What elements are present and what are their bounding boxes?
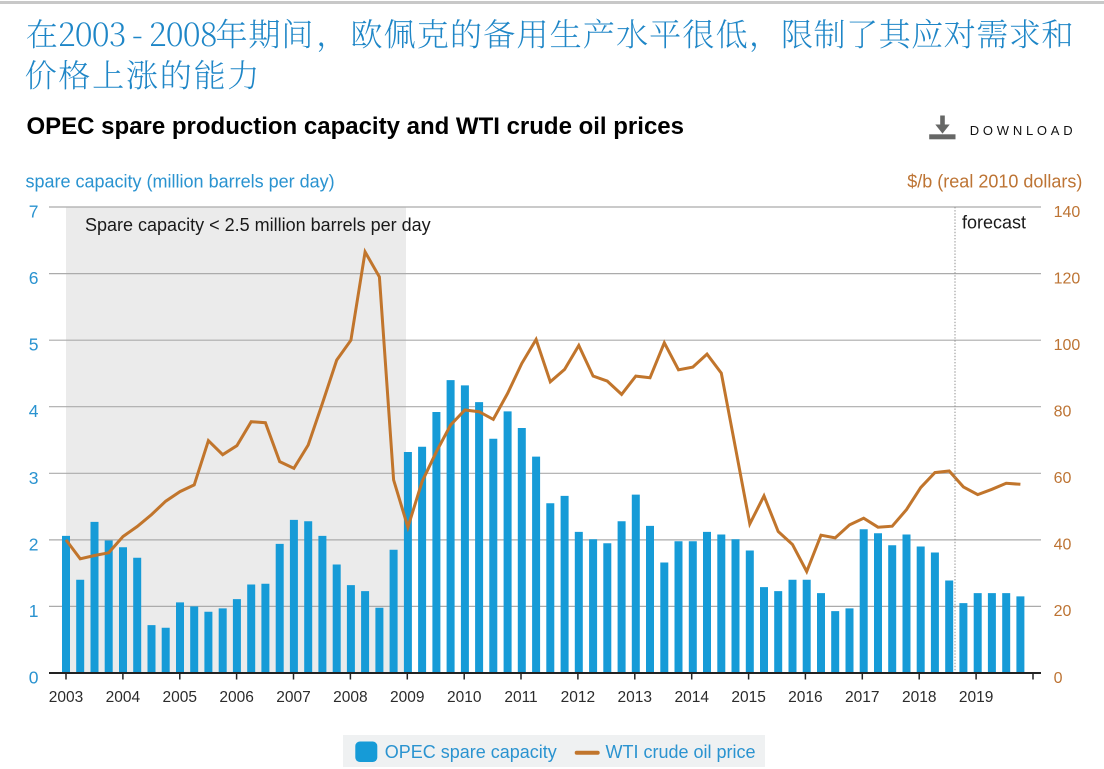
svg-text:6: 6 xyxy=(29,268,39,288)
svg-text:60: 60 xyxy=(1054,470,1072,487)
svg-text:1: 1 xyxy=(29,601,39,621)
svg-text:0: 0 xyxy=(1054,670,1063,687)
svg-text:2004: 2004 xyxy=(106,689,141,706)
svg-text:2016: 2016 xyxy=(788,689,822,706)
svg-text:4: 4 xyxy=(29,401,39,421)
svg-text:2: 2 xyxy=(29,534,39,554)
svg-text:7: 7 xyxy=(29,202,39,222)
svg-text:2013: 2013 xyxy=(618,689,652,706)
svg-text:2014: 2014 xyxy=(674,689,709,706)
svg-text:2019: 2019 xyxy=(959,689,993,706)
svg-text:Spare capacity < 2.5 million b: Spare capacity < 2.5 million barrels per… xyxy=(85,215,431,235)
svg-text:3: 3 xyxy=(29,468,39,488)
svg-text:140: 140 xyxy=(1054,204,1081,221)
svg-text:40: 40 xyxy=(1054,537,1072,554)
svg-text:2017: 2017 xyxy=(845,689,879,706)
svg-text:5: 5 xyxy=(29,335,39,355)
svg-text:OPEC spare capacity: OPEC spare capacity xyxy=(385,742,557,762)
svg-text:DOWNLOAD: DOWNLOAD xyxy=(970,123,1077,138)
svg-text:2005: 2005 xyxy=(163,689,197,706)
svg-text:2015: 2015 xyxy=(731,689,765,706)
svg-text:2012: 2012 xyxy=(561,689,595,706)
svg-text:2011: 2011 xyxy=(504,689,537,706)
svg-text:WTI crude oil price: WTI crude oil price xyxy=(606,742,756,762)
svg-text:80: 80 xyxy=(1054,404,1072,421)
svg-text:2018: 2018 xyxy=(902,689,936,706)
svg-text:0: 0 xyxy=(29,668,39,688)
svg-text:2003: 2003 xyxy=(49,689,83,706)
svg-text:20: 20 xyxy=(1054,603,1072,620)
svg-text:forecast: forecast xyxy=(962,213,1026,233)
svg-text:2006: 2006 xyxy=(219,689,253,706)
svg-text:$/b (real 2010 dollars): $/b (real 2010 dollars) xyxy=(907,172,1082,192)
svg-text:2009: 2009 xyxy=(390,689,424,706)
svg-text:spare capacity (million barrel: spare capacity (million barrels per day) xyxy=(26,172,335,192)
svg-text:100: 100 xyxy=(1054,337,1081,354)
svg-text:2007: 2007 xyxy=(276,689,310,706)
svg-text:OPEC spare production capacity: OPEC spare production capacity and WTI c… xyxy=(27,113,684,140)
svg-text:2008: 2008 xyxy=(333,689,367,706)
svg-text:120: 120 xyxy=(1054,270,1081,287)
svg-text:2010: 2010 xyxy=(447,689,482,706)
